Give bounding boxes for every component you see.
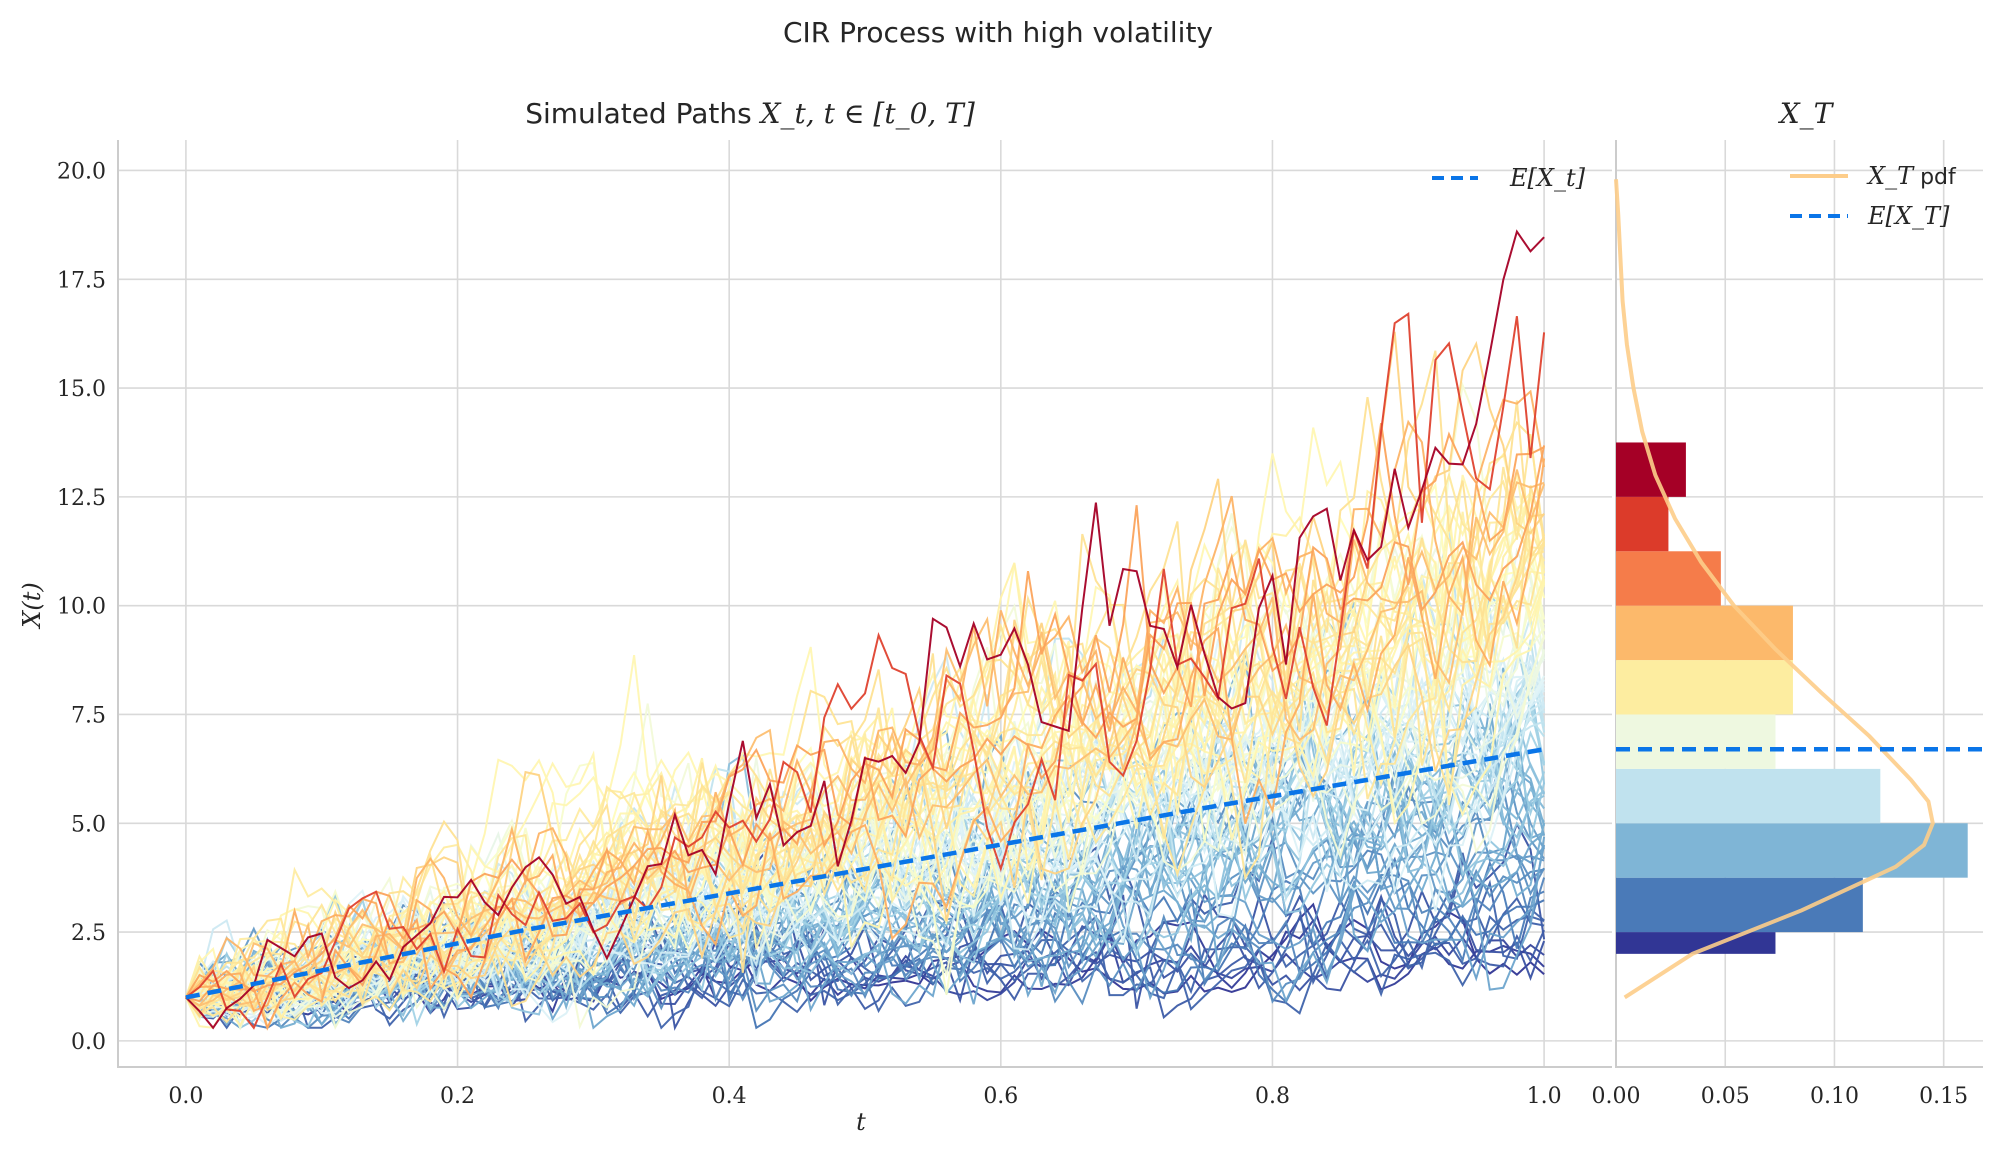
paths-title: Simulated Paths X_t, t ∈ [t_0, T] bbox=[525, 97, 975, 130]
expectation-line-group bbox=[185, 747, 1545, 1000]
simulated-path bbox=[185, 555, 1546, 1027]
histogram-bar bbox=[1616, 605, 1793, 661]
legend-label-expectation: E[X_t] bbox=[1509, 164, 1586, 192]
histogram-bar bbox=[1616, 442, 1686, 497]
y-tick-label: 2.5 bbox=[71, 921, 106, 946]
hist-x-tick-label: 0.00 bbox=[1592, 1084, 1641, 1109]
histogram-bars bbox=[1616, 442, 1968, 954]
y-tick-label: 17.5 bbox=[57, 268, 106, 293]
histogram-bar bbox=[1616, 660, 1793, 715]
terminal-title: X_T bbox=[1778, 97, 1835, 130]
y-tick-label: 20.0 bbox=[57, 159, 106, 184]
histogram-bar bbox=[1616, 551, 1721, 606]
paths-legend: E[X_t] bbox=[1432, 164, 1586, 192]
legend-pdf-word: pdf bbox=[1913, 165, 1957, 190]
hist-x-tick-label: 0.05 bbox=[1701, 1084, 1750, 1109]
pdf-curve-group bbox=[1614, 179, 1935, 1000]
y-tick-label: 15.0 bbox=[57, 377, 106, 402]
simulated-path bbox=[185, 445, 1546, 998]
simulated-path bbox=[185, 389, 1546, 999]
simulated-path bbox=[185, 331, 1545, 1018]
legend-label-pdf: X_T pdf bbox=[1866, 162, 1957, 190]
y-tick-label: 5.0 bbox=[71, 812, 106, 837]
x-tick-label: 0.6 bbox=[983, 1084, 1018, 1109]
x-axis-label: t bbox=[856, 1108, 866, 1136]
histogram-bar bbox=[1616, 877, 1863, 933]
hist-x-tick-label: 0.10 bbox=[1810, 1084, 1859, 1109]
pdf-curve bbox=[1614, 179, 1935, 1000]
simulated-path bbox=[185, 311, 1546, 1030]
y-tick-label: 7.5 bbox=[71, 703, 106, 728]
histogram-bar bbox=[1616, 496, 1669, 552]
paths-panel: Simulated Paths X_t, t ∈ [t_0, T] 0.0 0.2… bbox=[18, 97, 1612, 1136]
y-tick-label: 10.0 bbox=[57, 595, 106, 620]
simulated-path bbox=[184, 582, 1546, 1002]
x-tick-label: 0.0 bbox=[168, 1084, 203, 1109]
figure-title: CIR Process with high volatility bbox=[783, 16, 1213, 49]
histogram-bar bbox=[1616, 768, 1881, 824]
simulated-path bbox=[185, 458, 1546, 1013]
x-tick-label: 0.4 bbox=[712, 1084, 747, 1109]
legend-label-terminal-expectation: E[X_T] bbox=[1867, 202, 1950, 230]
x-tick-label: 0.2 bbox=[440, 1084, 475, 1109]
hist-x-tick-label: 0.15 bbox=[1919, 1084, 1968, 1109]
paths-grid bbox=[117, 140, 1612, 1068]
y-axis-label: X(t) bbox=[18, 582, 46, 629]
terminal-distribution-panel: X_T 0.00 0.05 0.10 0.15 X_T pdf E[X_T] bbox=[1592, 97, 1983, 1109]
histogram-bar bbox=[1616, 823, 1968, 878]
paths-tick-labels: 0.0 0.2 0.4 0.6 0.8 1.0 0.0 2.5 5.0 7.5 10.0 12.5 15… bbox=[57, 159, 1562, 1109]
simulated-path bbox=[185, 474, 1546, 999]
simulated-path bbox=[185, 469, 1546, 1007]
x-tick-label: 1.0 bbox=[1527, 1084, 1562, 1109]
paths-axes-spine bbox=[117, 140, 1612, 1068]
x-tick-label: 0.8 bbox=[1255, 1084, 1290, 1109]
simulated-path bbox=[185, 634, 1546, 1030]
expectation-line bbox=[185, 747, 1545, 1000]
simulated-path bbox=[185, 229, 1545, 1030]
simulated-path bbox=[185, 423, 1545, 1031]
simulated-paths bbox=[184, 229, 1546, 1031]
histogram-legend: X_T pdf E[X_T] bbox=[1790, 162, 1957, 230]
histogram-tick-labels: 0.00 0.05 0.10 0.15 bbox=[1592, 1084, 1969, 1109]
y-tick-label: 12.5 bbox=[57, 486, 106, 511]
histogram-bar bbox=[1616, 714, 1776, 769]
simulated-path bbox=[185, 697, 1546, 1028]
legend-pdf-math: X_T bbox=[1866, 162, 1915, 190]
y-tick-label: 0.0 bbox=[71, 1030, 106, 1055]
